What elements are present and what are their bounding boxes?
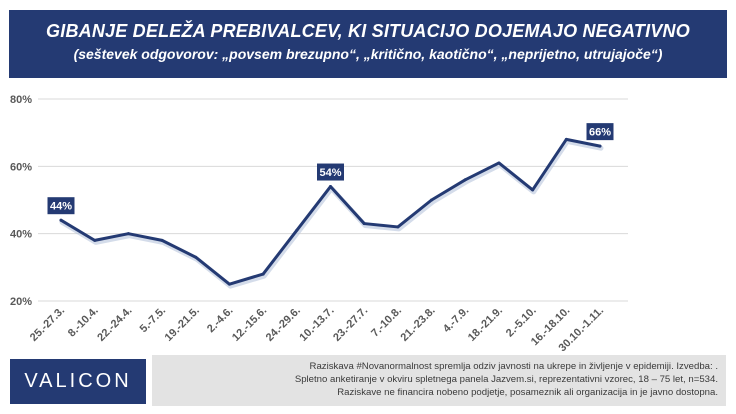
chart-series bbox=[59, 137, 604, 289]
x-tick-label: 24.-29.6. bbox=[264, 305, 303, 344]
y-tick-label: 60% bbox=[10, 161, 32, 173]
data-point bbox=[93, 238, 97, 242]
x-axis: 25.-27.3.8.-10.4.22.-24.4. 5.-7.5.19.-21.… bbox=[28, 305, 606, 355]
data-label: 66% bbox=[589, 127, 611, 139]
x-tick-label: 25.-27.3. bbox=[28, 305, 67, 344]
data-point bbox=[497, 161, 501, 165]
data-point bbox=[531, 188, 535, 192]
data-point bbox=[160, 238, 164, 242]
data-label: 44% bbox=[50, 201, 72, 213]
footer-notes: Raziskava #Novanormalnost spremlja odziv… bbox=[152, 355, 726, 406]
series-line-shadow bbox=[59, 138, 604, 289]
data-point bbox=[126, 232, 130, 236]
y-axis: 20% 40% 60% 80% bbox=[10, 94, 32, 308]
x-tick-label: 2.-4.6. bbox=[205, 305, 236, 336]
chart-data-labels: 44% 54% 66% bbox=[47, 123, 614, 215]
x-tick-label: 19.-21.5. bbox=[163, 305, 202, 344]
y-tick-label: 20% bbox=[10, 296, 32, 308]
x-tick-label: 22.-24.4. bbox=[95, 305, 134, 344]
y-tick-label: 40% bbox=[10, 229, 32, 241]
y-tick-label: 80% bbox=[10, 94, 32, 106]
data-point bbox=[261, 272, 265, 276]
chart-grid bbox=[38, 98, 628, 302]
x-tick-label: 10.-13.7. bbox=[297, 305, 336, 344]
data-point bbox=[227, 282, 231, 286]
footer-note-3: Raziskave ne financira nobeno podjetje, … bbox=[337, 387, 718, 398]
x-tick-label: 23.-27.7. bbox=[331, 305, 370, 344]
chart-title-box: GIBANJE DELEŽA PREBIVALCEV, KI SITUACIJO… bbox=[9, 10, 727, 78]
data-label-box bbox=[317, 163, 344, 181]
chart-title: GIBANJE DELEŽA PREBIVALCEV, KI SITUACIJO… bbox=[46, 21, 690, 41]
data-label-box bbox=[586, 123, 614, 141]
chart-subtitle: (seštevek odgovorov: „povsem brezupno“, … bbox=[73, 46, 663, 62]
data-point bbox=[362, 222, 366, 226]
data-label: 54% bbox=[319, 167, 341, 179]
footer-note-1: Raziskava #Novanormalnost spremlja odziv… bbox=[309, 361, 718, 372]
data-point bbox=[59, 218, 63, 222]
x-tick-label: 5.-7.5. bbox=[138, 305, 169, 336]
x-tick-label: 12.-15.6. bbox=[230, 305, 269, 344]
data-point bbox=[463, 178, 467, 182]
data-point bbox=[329, 185, 332, 189]
x-tick-label: 18.-21.9. bbox=[466, 305, 505, 344]
data-point bbox=[194, 255, 198, 259]
data-point bbox=[396, 225, 400, 229]
line-chart: 20% 40% 60% 80% 25.-27.3.8.-10.4.22.-24.4. 5… bbox=[10, 94, 628, 355]
footer-note-2: Spletno anketiranje v okviru spletnega p… bbox=[294, 374, 718, 385]
valicon-logo: VALICON bbox=[10, 359, 146, 404]
data-point bbox=[430, 198, 434, 202]
data-label-box bbox=[47, 197, 75, 215]
data-point bbox=[564, 137, 568, 141]
x-tick-label: 21.-23.8. bbox=[398, 305, 437, 344]
data-point bbox=[598, 144, 602, 148]
series-line bbox=[59, 137, 602, 286]
data-point bbox=[295, 228, 299, 232]
x-tick-label: 4.-7.9. bbox=[441, 305, 472, 336]
